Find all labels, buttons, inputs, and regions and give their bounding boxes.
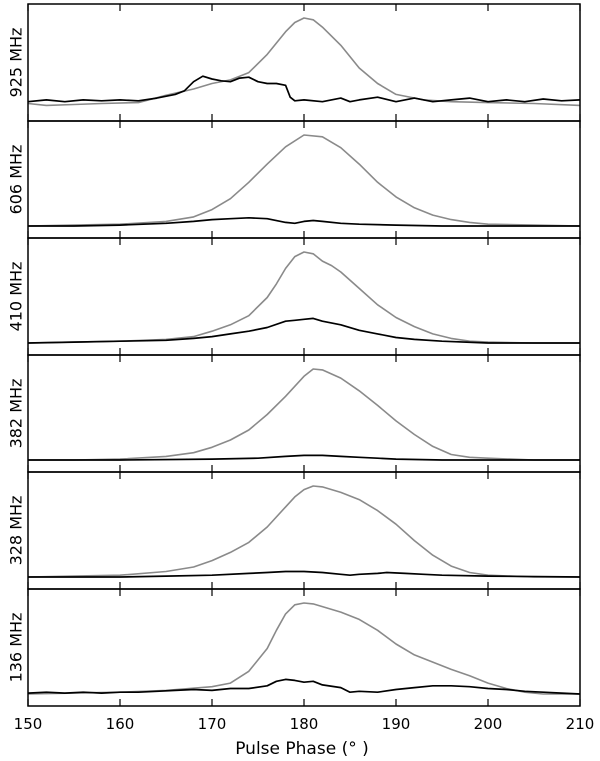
panel-frequency-label: 606 MHz bbox=[7, 145, 26, 215]
panel-frame bbox=[27, 354, 581, 473]
x-tick-label: 210 bbox=[566, 715, 595, 733]
x-axis-label: Pulse Phase (° ) bbox=[235, 739, 369, 759]
panel-2: 410 MHz bbox=[7, 237, 581, 356]
x-tick-label: 200 bbox=[474, 715, 503, 733]
x-tick-label: 180 bbox=[290, 715, 319, 733]
linear-polarization-line bbox=[28, 216, 580, 227]
panel-frequency-label: 410 MHz bbox=[7, 262, 26, 332]
total-intensity-line bbox=[28, 368, 580, 461]
x-tick-label: 190 bbox=[382, 715, 411, 733]
x-axis-ticks: 150 160 170 180 190 200 210 bbox=[14, 715, 595, 733]
linear-polarization-line bbox=[27, 75, 581, 103]
x-tick-label: 170 bbox=[198, 715, 227, 733]
panel-frequency-label: 925 MHz bbox=[7, 28, 26, 98]
linear-polarization-line bbox=[27, 317, 580, 344]
panel-frequency-label: 136 MHz bbox=[7, 613, 26, 683]
linear-polarization-line bbox=[28, 454, 580, 461]
linear-polarization-line bbox=[27, 678, 581, 695]
panel-5: 136 MHz bbox=[7, 588, 581, 707]
panel-4: 328 MHz bbox=[7, 471, 581, 590]
panel-1: 606 MHz bbox=[7, 120, 581, 239]
panel-frame bbox=[27, 120, 581, 239]
panel-frequency-label: 382 MHz bbox=[7, 379, 26, 449]
total-intensity-line bbox=[27, 134, 581, 227]
total-intensity-line bbox=[27, 602, 580, 695]
total-intensity-line bbox=[27, 251, 580, 344]
panel-frame bbox=[27, 237, 581, 356]
x-tick-label: 150 bbox=[14, 715, 43, 733]
x-tick-label: 160 bbox=[106, 715, 135, 733]
panel-group: 925 MHz 606 MHz 410 MHz 382 MHz 328 MHz 136 M… bbox=[7, 3, 581, 707]
linear-polarization-line bbox=[28, 570, 581, 578]
total-intensity-line bbox=[27, 485, 580, 578]
panel-0: 925 MHz bbox=[7, 3, 581, 122]
total-intensity-line bbox=[27, 17, 581, 107]
panel-frequency-label: 328 MHz bbox=[7, 496, 26, 566]
panel-3: 382 MHz bbox=[7, 354, 581, 473]
